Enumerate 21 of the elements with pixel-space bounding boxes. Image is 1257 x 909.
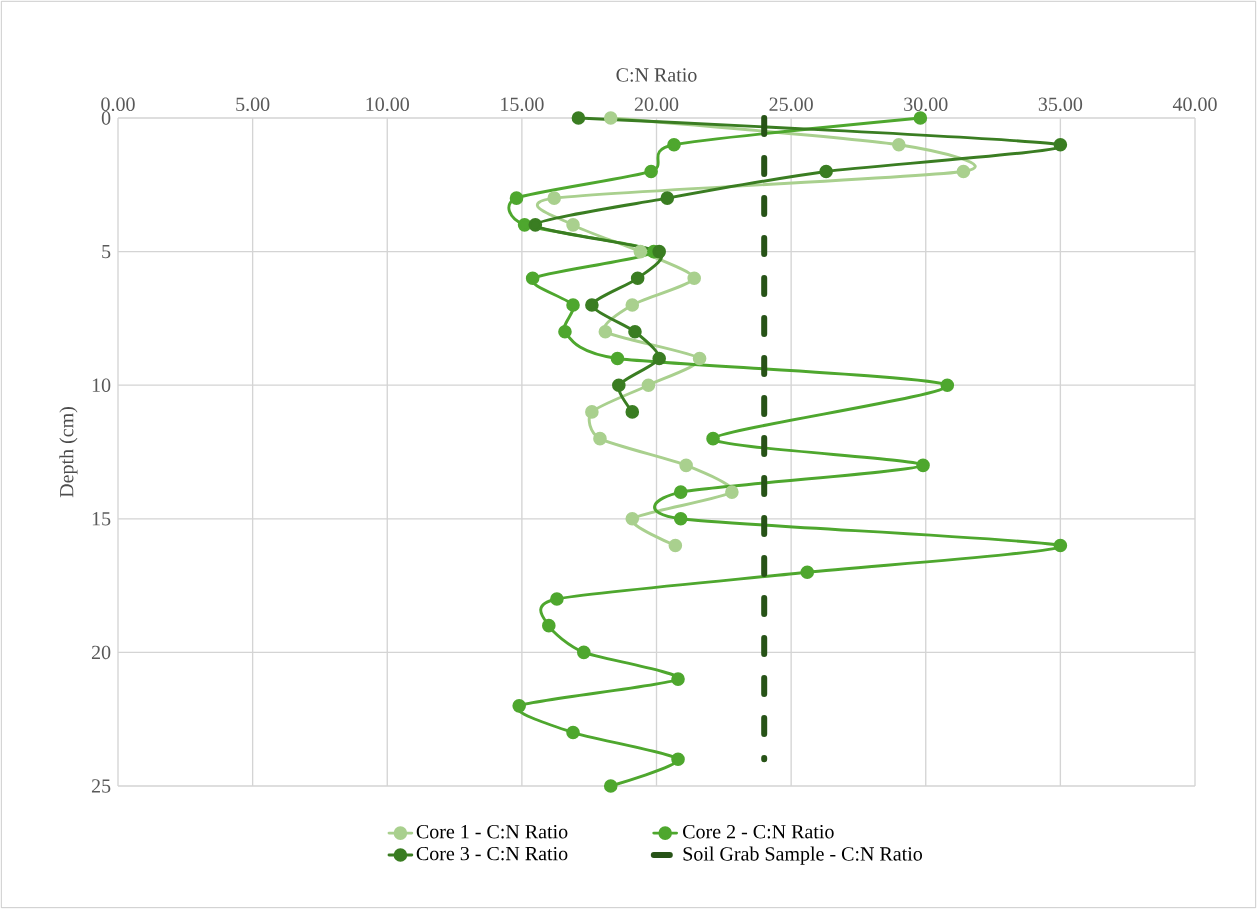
y-tick-label: 15 [92, 512, 111, 526]
x-tick-label: 20.00 [634, 97, 679, 112]
x-tick-label: 25.00 [769, 97, 813, 112]
x-tick-label: 30.00 [904, 97, 948, 112]
legend-label: Core 1 - C:N Ratio [416, 825, 568, 839]
y-tick-label: 5 [102, 244, 111, 259]
x-tick-label: 10.00 [366, 97, 409, 112]
legend-label: Soil Grab Sample - C:N Ratio [683, 846, 923, 865]
legend-label: Core 3 - C:N Ratio [416, 846, 568, 861]
y-axis-title: Depth (cm) [59, 407, 78, 498]
x-tick-label: 35.00 [1038, 97, 1083, 112]
x-tick-label: 5.00 [236, 97, 270, 112]
y-tick-label: 20 [91, 645, 111, 660]
y-tick-label: 0 [101, 111, 111, 125]
y-tick-label: 25 [91, 779, 111, 793]
x-tick-label: 0.00 [101, 97, 135, 112]
x-tick-label: 40.00 [1172, 97, 1217, 112]
x-tick-label: 15.00 [501, 97, 544, 112]
x-axis-title: C:N Ratio [616, 68, 697, 82]
legend-label: Core 2 - C:N Ratio [683, 825, 834, 839]
y-tick-label: 10 [92, 378, 111, 392]
